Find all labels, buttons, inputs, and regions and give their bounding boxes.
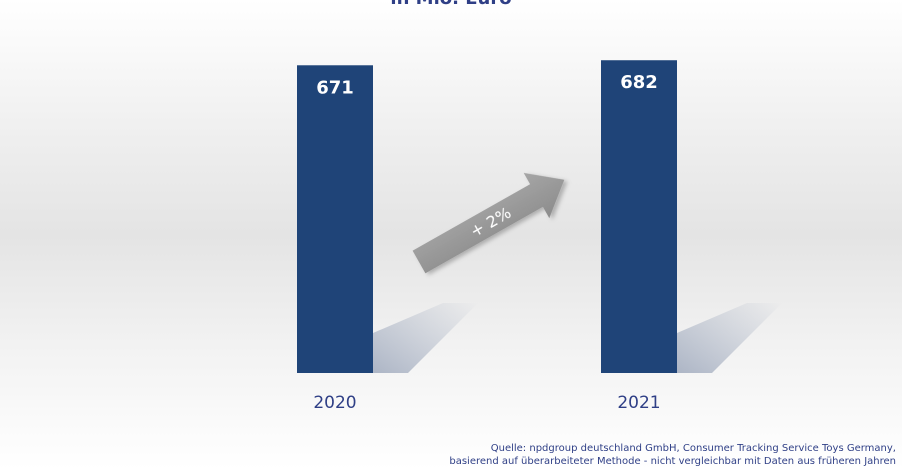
bar-2021	[601, 60, 677, 373]
chart-subtitle: in Mio. Euro	[0, 0, 902, 9]
growth-arrow: + 2%	[412, 172, 565, 274]
category-label-2021: 2021	[617, 393, 660, 413]
source-line-1: Quelle: npdgroup deutschland GmbH, Consu…	[490, 443, 896, 454]
category-label-2020: 2020	[313, 393, 356, 413]
bar-2020	[297, 65, 373, 373]
growth-arrow-shape	[412, 172, 565, 274]
bar-value-label-2021: 682	[620, 72, 658, 93]
bar-shadow-2020	[373, 303, 478, 373]
bar-shadow-2021	[677, 303, 782, 373]
bar-value-label-2020: 671	[316, 77, 354, 98]
source-note: Quelle: npdgroup deutschland GmbH, Consu…	[336, 442, 896, 468]
source-line-2: basierend auf überarbeiteter Methode - n…	[449, 456, 896, 467]
